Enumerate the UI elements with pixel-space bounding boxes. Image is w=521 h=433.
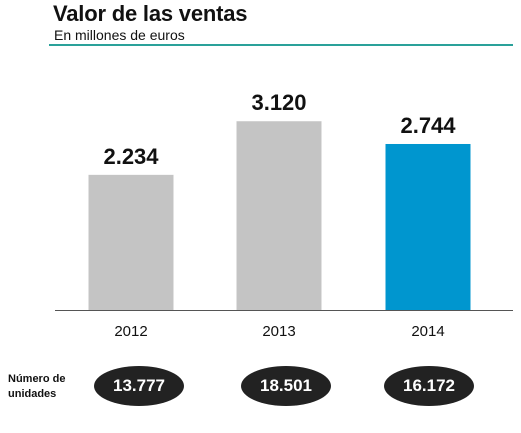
units-oval-2012: 13.777 [94, 366, 184, 406]
units-label-line2: unidades [8, 388, 57, 400]
value-label-2013: 3.120 [251, 90, 306, 115]
units-oval-2013: 18.501 [241, 366, 331, 406]
value-label-2012: 2.234 [103, 144, 159, 169]
category-label-2014: 2014 [411, 323, 444, 340]
bar-2013 [236, 121, 322, 311]
title-divider [49, 44, 513, 46]
bar-2012 [88, 174, 174, 310]
category-label-2013: 2013 [262, 323, 295, 340]
bar-2014 [385, 143, 471, 310]
chart-title: Valor de las ventas [53, 1, 248, 26]
units-label-line1: Número de [8, 373, 66, 385]
units-row-label: Número de unidades [8, 372, 88, 402]
units-oval-2014: 16.172 [384, 366, 474, 406]
chart-subtitle: En millones de euros [54, 27, 185, 43]
sales-bar-chart: 2.234 2012 3.120 2013 2.744 2014 [55, 90, 513, 340]
category-label-2012: 2012 [114, 323, 147, 340]
value-label-2014: 2.744 [400, 113, 456, 138]
